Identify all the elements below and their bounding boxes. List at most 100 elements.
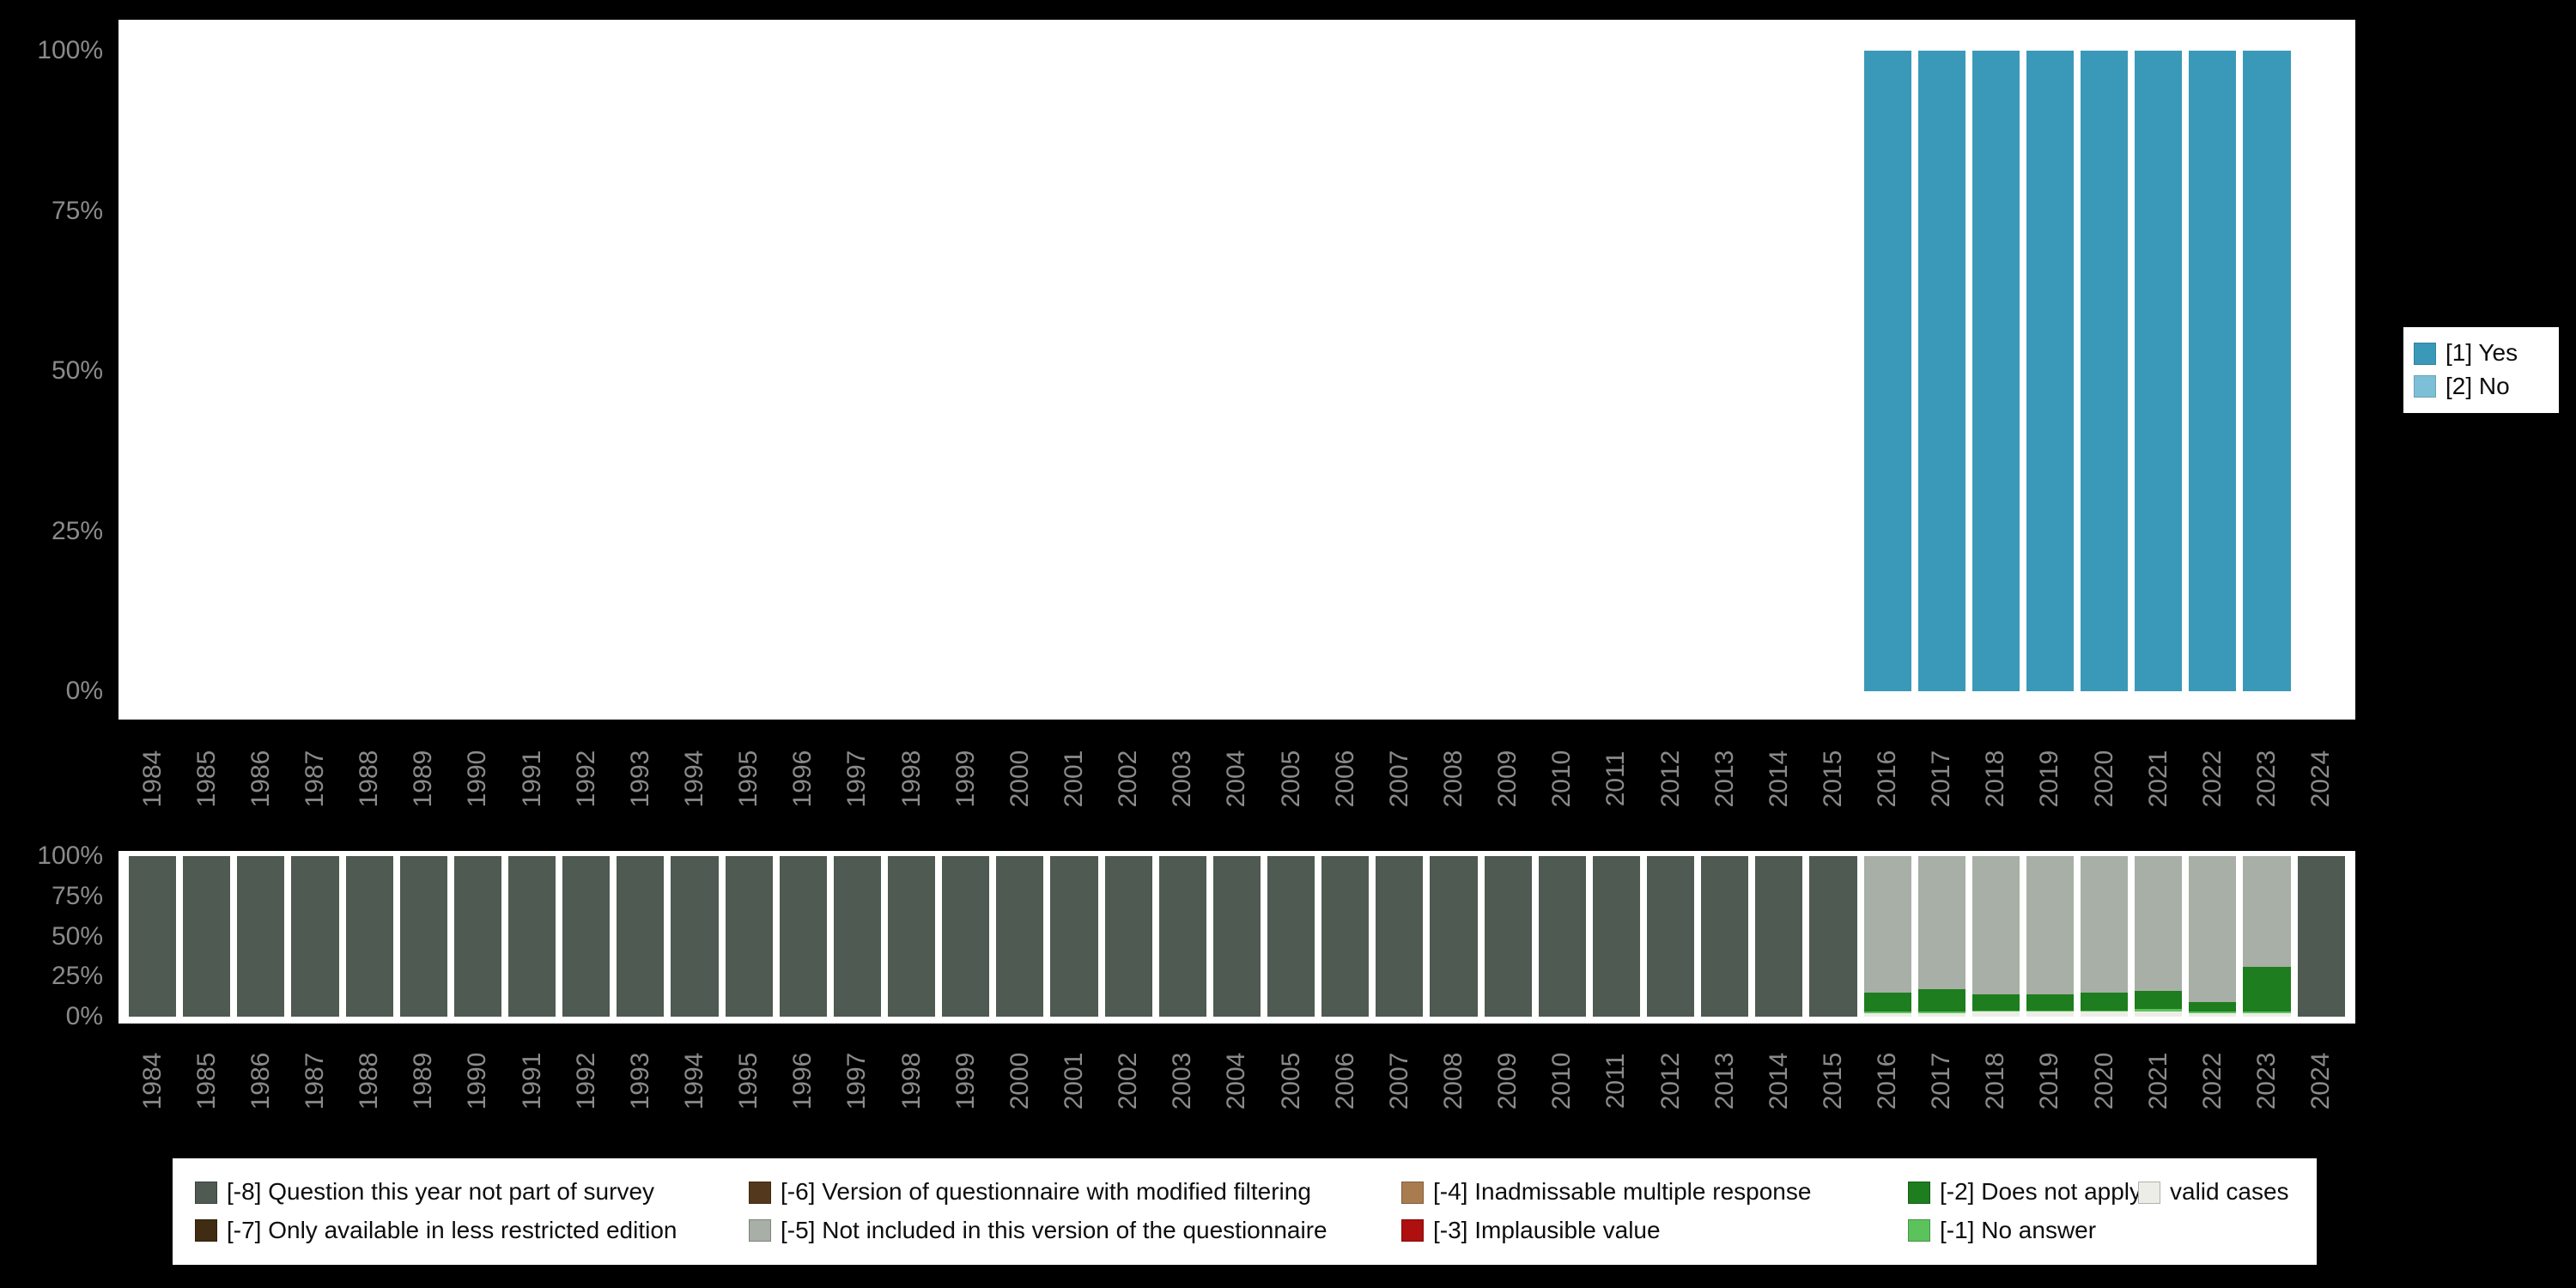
bar-segment bbox=[617, 856, 665, 1017]
bar-column-1992 bbox=[562, 856, 611, 1017]
bar-segment bbox=[2026, 1010, 2075, 1012]
legend-label: [-3] Implausible value bbox=[1433, 1217, 1661, 1243]
x-tick-text: 2019 bbox=[2035, 1052, 2064, 1110]
bar-column-2015 bbox=[1809, 856, 1857, 1017]
x-tick-text: 1992 bbox=[571, 1052, 600, 1110]
x-tick-text: 1984 bbox=[137, 1052, 167, 1110]
x-tick-text: 1987 bbox=[300, 1052, 329, 1110]
x-tick-text: 1999 bbox=[951, 1052, 980, 1110]
x-tick-text: 2002 bbox=[1114, 750, 1143, 808]
bar-segment bbox=[399, 856, 447, 1017]
legend-swatch bbox=[195, 1181, 217, 1204]
legend-swatch bbox=[749, 1181, 771, 1204]
x-tick-label: 2007 bbox=[1376, 1030, 1423, 1132]
bar-column-2012 bbox=[1646, 856, 1695, 1017]
bar-segment bbox=[1971, 1012, 2020, 1017]
bar-segment bbox=[671, 856, 719, 1017]
x-tick-label: 1989 bbox=[400, 1030, 447, 1132]
x-tick-text: 2010 bbox=[1547, 750, 1577, 808]
x-tick-text: 2005 bbox=[1276, 750, 1305, 808]
bar-column-2011 bbox=[1593, 51, 1640, 691]
bar-column-1991 bbox=[508, 51, 556, 691]
bar-column-1997 bbox=[834, 51, 881, 691]
x-tick-text: 1988 bbox=[355, 750, 384, 808]
bar-segment bbox=[507, 856, 556, 1017]
bar-column-2005 bbox=[1267, 51, 1315, 691]
x-tick-text: 1997 bbox=[842, 1052, 872, 1110]
bar-column-2002 bbox=[1104, 856, 1152, 1017]
y-tick-label: 0% bbox=[65, 677, 103, 705]
bar-column-2020 bbox=[2081, 856, 2129, 1017]
x-tick-label: 1992 bbox=[562, 728, 610, 829]
bar-segment bbox=[833, 856, 881, 1017]
bar-segment bbox=[2026, 1012, 2075, 1017]
x-tick-text: 1995 bbox=[734, 1052, 763, 1110]
legend-item: [-5] Not included in this version of the… bbox=[749, 1217, 1401, 1244]
x-tick-text: 1990 bbox=[463, 1052, 492, 1110]
bar-segment bbox=[2081, 51, 2129, 691]
x-tick-text: 2012 bbox=[1656, 750, 1685, 808]
bar-segment bbox=[2189, 1012, 2237, 1014]
bottom-chart-x-axis: 1984 1985 1986 1987 1988 1989 1990 1991 1992 1993… bbox=[118, 1030, 2355, 1132]
x-tick-label: 1984 bbox=[129, 728, 176, 829]
x-tick-text: 2021 bbox=[2143, 1052, 2172, 1110]
y-tick-label: 75% bbox=[51, 196, 103, 225]
x-tick-text: 2024 bbox=[2306, 750, 2336, 808]
x-tick-text: 1993 bbox=[625, 1052, 654, 1110]
x-tick-text: 2000 bbox=[1005, 750, 1034, 808]
y-tick-label: 75% bbox=[51, 881, 103, 910]
bar-column-2017 bbox=[1917, 51, 1965, 691]
bar-column-2002 bbox=[1105, 51, 1152, 691]
x-tick-label: 2000 bbox=[996, 728, 1043, 829]
bar-segment bbox=[1863, 992, 1911, 1012]
bar-segment bbox=[2297, 856, 2345, 1017]
bar-segment bbox=[2135, 1012, 2183, 1017]
x-tick-label: 1989 bbox=[400, 728, 447, 829]
x-tick-text: 2008 bbox=[1438, 750, 1467, 808]
bar-column-1985 bbox=[183, 51, 230, 691]
x-tick-text: 2017 bbox=[1927, 1052, 1956, 1110]
bar-column-1998 bbox=[888, 51, 935, 691]
top-chart-x-axis: 1984 1985 1986 1987 1988 1989 1990 1991 1992 1993… bbox=[118, 728, 2355, 829]
x-tick-label: 2018 bbox=[1972, 728, 2020, 829]
bar-column-2022 bbox=[2189, 51, 2237, 691]
legend-swatch bbox=[1908, 1219, 1930, 1242]
bar-column-2015 bbox=[1809, 51, 1856, 691]
x-tick-label: 1991 bbox=[508, 1030, 556, 1132]
x-tick-label: 1993 bbox=[617, 1030, 664, 1132]
x-tick-text: 1991 bbox=[517, 1052, 546, 1110]
x-tick-label: 2022 bbox=[2189, 1030, 2236, 1132]
x-tick-label: 1998 bbox=[888, 728, 935, 829]
bar-column-1984 bbox=[129, 51, 176, 691]
x-tick-text: 2013 bbox=[1710, 1052, 1739, 1110]
y-tick-label: 50% bbox=[51, 921, 103, 951]
x-tick-label: 2014 bbox=[1755, 728, 1802, 829]
bar-segment bbox=[2243, 1013, 2291, 1017]
bar-column-2004 bbox=[1212, 856, 1261, 1017]
bar-column-2008 bbox=[1430, 856, 1478, 1017]
x-tick-text: 1994 bbox=[679, 1052, 708, 1110]
bar-column-2003 bbox=[1158, 856, 1206, 1017]
x-tick-label: 2005 bbox=[1267, 728, 1315, 829]
x-tick-label: 2013 bbox=[1701, 728, 1748, 829]
bar-segment bbox=[2189, 1013, 2237, 1017]
bar-segment bbox=[887, 856, 936, 1017]
bar-segment bbox=[183, 856, 231, 1017]
x-tick-text: 1996 bbox=[788, 750, 817, 808]
x-tick-text: 2009 bbox=[1493, 750, 1522, 808]
bottom-chart-panel bbox=[118, 851, 2355, 1024]
x-tick-label: 1995 bbox=[726, 728, 773, 829]
x-tick-text: 2006 bbox=[1330, 750, 1359, 808]
legend-item: [-6] Version of questionnaire with modif… bbox=[749, 1178, 1401, 1206]
x-tick-label: 1994 bbox=[671, 728, 718, 829]
x-tick-label: 2021 bbox=[2135, 728, 2182, 829]
y-tick-label: 50% bbox=[51, 356, 103, 385]
x-tick-label: 1986 bbox=[237, 1030, 284, 1132]
x-tick-label: 2009 bbox=[1485, 728, 1532, 829]
x-tick-label: 2019 bbox=[2026, 728, 2074, 829]
x-tick-text: 1989 bbox=[409, 1052, 438, 1110]
bar-segment bbox=[1592, 856, 1640, 1017]
bar-segment bbox=[2081, 992, 2129, 1011]
x-tick-text: 1994 bbox=[679, 750, 708, 808]
